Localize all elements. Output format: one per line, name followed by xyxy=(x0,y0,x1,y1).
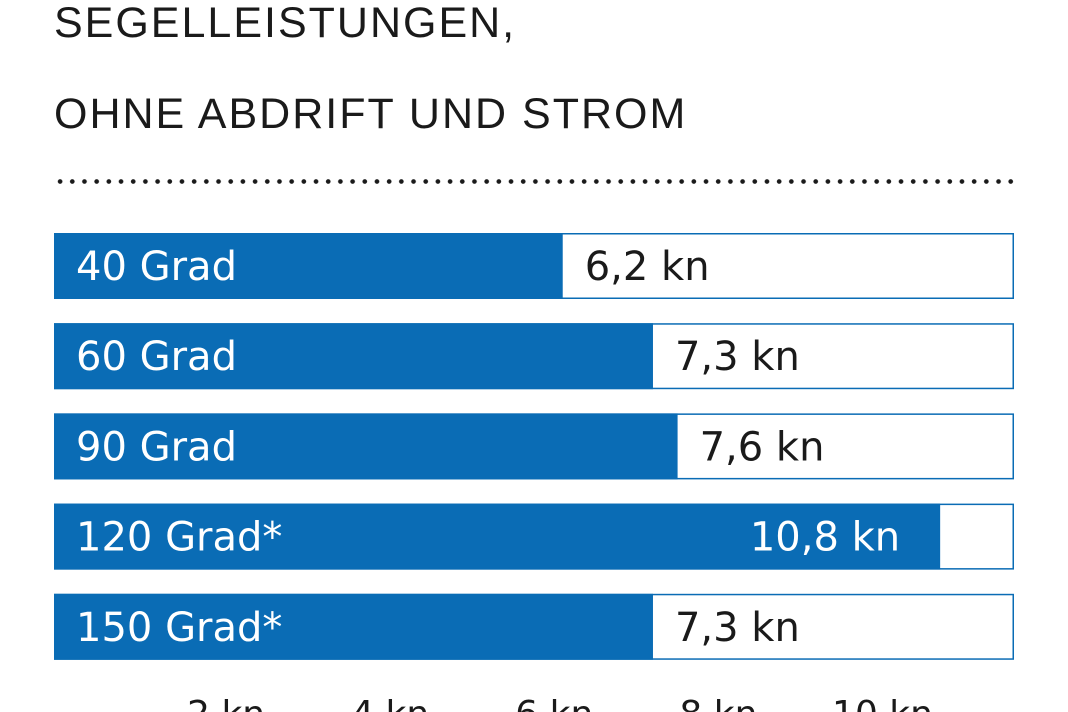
bar-category-label: 150 Grad* xyxy=(76,605,282,651)
dotted-separator xyxy=(54,179,1020,184)
bar-category-label: 40 Grad xyxy=(76,244,237,290)
bar xyxy=(54,413,678,480)
bar xyxy=(54,593,653,660)
bar xyxy=(54,503,941,570)
x-tick-label: 2 kn xyxy=(187,694,265,712)
bar xyxy=(54,323,653,390)
chart-title-line-2: OHNE ABDRIFT UND STROM xyxy=(54,90,688,138)
bar-value-label: 10,8 kn xyxy=(750,515,900,561)
bar-category-label: 120 Grad* xyxy=(76,515,282,561)
x-tick-label: 4 kn xyxy=(351,694,429,712)
bar xyxy=(54,233,563,299)
x-tick-label: 8 kn xyxy=(679,694,757,712)
bar-category-label: 90 Grad xyxy=(76,424,237,470)
chart-title-line-1: SEGELLEISTUNGEN, xyxy=(54,0,517,47)
x-tick-label: 6 kn xyxy=(515,694,593,712)
bar-value-label: 7,3 kn xyxy=(675,334,800,380)
bar-value-label: 7,6 kn xyxy=(700,424,825,470)
x-tick-label: 10 kn xyxy=(832,694,933,712)
bar-value-label: 7,3 kn xyxy=(675,605,800,651)
bar-category-label: 60 Grad xyxy=(76,334,237,380)
bar-value-label: 6,2 kn xyxy=(585,244,710,290)
